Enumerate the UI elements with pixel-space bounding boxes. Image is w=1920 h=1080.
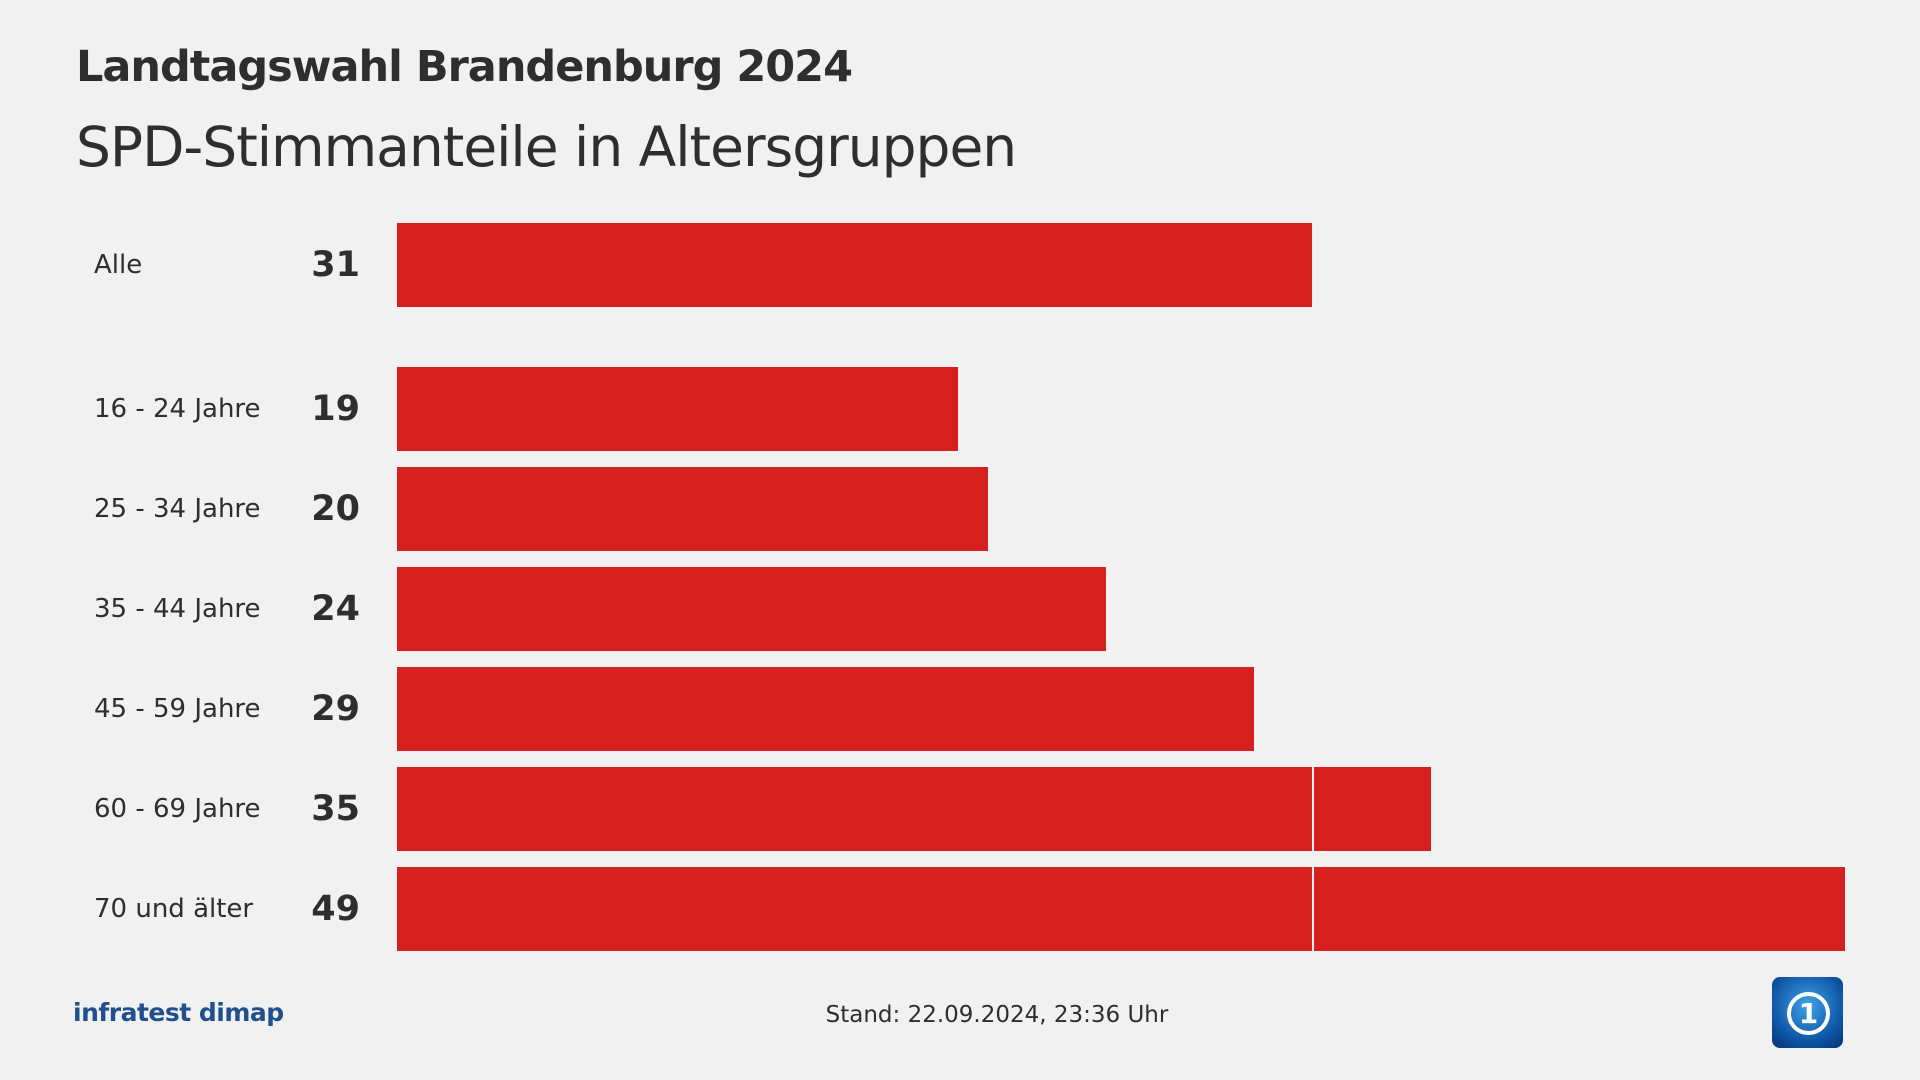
- value-label: 20: [311, 489, 360, 529]
- category-label: 35 - 44 Jahre: [94, 594, 261, 624]
- category-label: 70 und älter: [94, 894, 254, 924]
- value-label: 19: [311, 389, 360, 429]
- category-label: 60 - 69 Jahre: [94, 794, 261, 824]
- bar: [397, 867, 1845, 951]
- bar: [397, 667, 1254, 751]
- bar: [397, 767, 1432, 851]
- reference-line: [1312, 223, 1315, 951]
- category-label: 45 - 59 Jahre: [94, 694, 261, 724]
- value-label: 24: [311, 589, 360, 629]
- bar: [397, 567, 1107, 651]
- category-label: 25 - 34 Jahre: [94, 494, 261, 524]
- chart-subtitle: SPD-Stimmanteile in Altersgruppen: [76, 115, 1017, 179]
- source-logo: infratest dimap: [73, 998, 284, 1027]
- bar: [397, 367, 959, 451]
- bar: [397, 223, 1314, 307]
- value-label: 29: [311, 689, 360, 729]
- ard-logo-icon: 1: [1772, 977, 1843, 1048]
- chart-title: Landtagswahl Brandenburg 2024: [76, 42, 853, 92]
- bar: [397, 467, 989, 551]
- category-label: 16 - 24 Jahre: [94, 394, 261, 424]
- category-label: Alle: [94, 250, 143, 280]
- value-label: 31: [311, 245, 360, 285]
- value-label: 35: [311, 789, 360, 829]
- timestamp: Stand: 22.09.2024, 23:36 Uhr: [825, 1002, 1169, 1028]
- value-label: 49: [311, 889, 360, 929]
